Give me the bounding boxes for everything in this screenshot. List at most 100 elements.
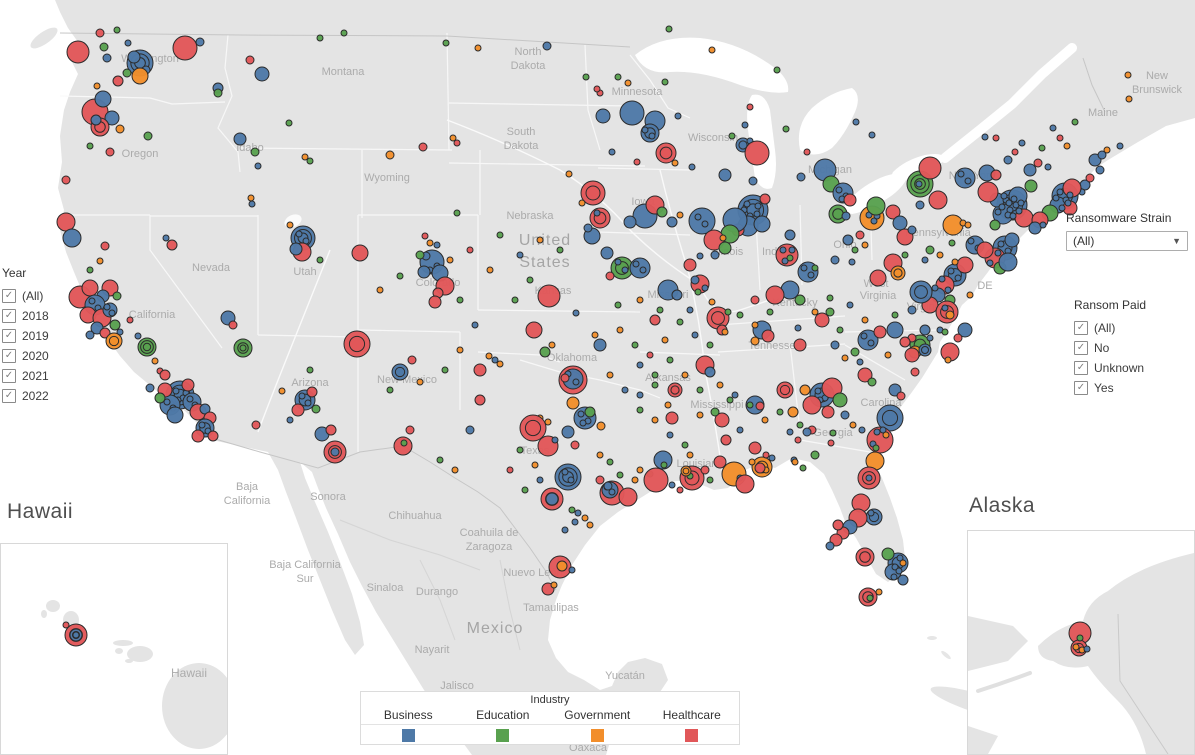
map-point[interactable] — [127, 50, 141, 64]
map-point[interactable] — [868, 131, 876, 139]
map-point[interactable] — [624, 79, 632, 87]
map-point[interactable] — [1005, 199, 1013, 207]
map-point[interactable] — [646, 351, 654, 359]
map-point[interactable] — [285, 119, 293, 127]
map-point[interactable] — [582, 73, 590, 81]
map-point[interactable] — [802, 427, 812, 437]
map-point[interactable] — [873, 428, 881, 436]
map-point[interactable] — [872, 444, 880, 452]
map-point[interactable] — [105, 147, 115, 157]
map-point[interactable] — [688, 207, 716, 235]
map-point[interactable] — [956, 256, 974, 274]
map-point[interactable] — [1039, 221, 1047, 229]
map-point[interactable] — [474, 394, 486, 406]
map-point[interactable] — [134, 332, 142, 340]
map-point[interactable] — [568, 506, 576, 514]
map-point[interactable] — [636, 391, 644, 399]
map-point[interactable] — [583, 223, 593, 233]
map-point[interactable] — [619, 100, 645, 126]
map-point[interactable] — [918, 156, 942, 180]
map-point[interactable] — [714, 412, 730, 428]
map-point[interactable] — [849, 421, 857, 429]
map-point[interactable] — [473, 363, 487, 377]
map-point[interactable] — [103, 303, 111, 311]
map-point[interactable] — [496, 231, 504, 239]
map-point[interactable] — [181, 378, 195, 392]
map-point[interactable] — [126, 316, 134, 324]
map-point[interactable] — [893, 268, 903, 278]
map-point[interactable] — [802, 395, 822, 415]
map-point[interactable] — [731, 391, 739, 399]
map-point[interactable] — [666, 431, 674, 439]
map-point[interactable] — [1024, 179, 1038, 193]
map-point[interactable] — [915, 180, 923, 188]
map-point[interactable] — [726, 396, 734, 404]
map-point[interactable] — [112, 291, 122, 301]
map-point[interactable] — [762, 451, 770, 459]
map-point[interactable] — [565, 170, 573, 178]
map-point[interactable] — [301, 153, 309, 161]
map-point[interactable] — [791, 458, 799, 466]
hawaii-points-group[interactable] — [62, 621, 88, 647]
map-point[interactable] — [1095, 165, 1105, 175]
map-point[interactable] — [1049, 124, 1057, 132]
map-point[interactable] — [914, 285, 928, 299]
map-point[interactable] — [416, 378, 424, 386]
map-point[interactable] — [286, 221, 294, 229]
map-point[interactable] — [572, 378, 580, 386]
map-point[interactable] — [660, 461, 668, 469]
map-point[interactable] — [86, 142, 94, 150]
hawaii-map[interactable]: Hawaii — [1, 544, 227, 754]
checkbox-checked[interactable]: ✓ — [2, 289, 16, 303]
map-point[interactable] — [539, 346, 551, 358]
map-point[interactable] — [954, 167, 976, 189]
map-point[interactable] — [807, 271, 815, 279]
map-point[interactable] — [1058, 204, 1066, 212]
map-point[interactable] — [616, 471, 624, 479]
map-point[interactable] — [195, 37, 205, 47]
map-point[interactable] — [941, 328, 949, 336]
map-point[interactable] — [661, 78, 669, 86]
map-point[interactable] — [1085, 173, 1095, 183]
map-point[interactable] — [668, 481, 676, 489]
map-point[interactable] — [581, 514, 589, 522]
map-point[interactable] — [291, 403, 305, 417]
map-point[interactable] — [879, 426, 887, 434]
map-point[interactable] — [159, 369, 171, 381]
map-point[interactable] — [990, 169, 1002, 181]
map-point[interactable] — [442, 39, 450, 47]
map-point[interactable] — [95, 28, 105, 38]
map-point[interactable] — [957, 170, 965, 178]
map-point[interactable] — [453, 209, 461, 217]
map-point[interactable] — [154, 392, 166, 404]
map-point[interactable] — [90, 114, 102, 126]
map-point[interactable] — [112, 75, 124, 87]
map-point[interactable] — [896, 554, 904, 562]
map-point[interactable] — [708, 298, 716, 306]
map-point[interactable] — [166, 239, 178, 251]
map-point[interactable] — [330, 447, 340, 457]
map-point[interactable] — [941, 304, 949, 312]
map-point[interactable] — [957, 322, 973, 338]
map-point[interactable] — [245, 55, 255, 65]
map-point[interactable] — [851, 246, 859, 254]
map-point[interactable] — [636, 361, 644, 369]
map-point[interactable] — [1004, 232, 1020, 248]
map-point[interactable] — [1044, 163, 1052, 171]
map-point[interactable] — [836, 326, 844, 334]
map-point[interactable] — [1052, 194, 1060, 202]
map-point[interactable] — [396, 272, 404, 280]
map-point[interactable] — [614, 301, 622, 309]
map-point[interactable] — [840, 410, 850, 420]
filter-option-2020[interactable]: ✓ 2020 — [2, 346, 49, 366]
map-point[interactable] — [704, 366, 716, 378]
map-point[interactable] — [86, 266, 94, 274]
filter-option-yes[interactable]: ✓ Yes — [1074, 378, 1146, 398]
map-point[interactable] — [986, 259, 994, 267]
map-point[interactable] — [776, 408, 784, 416]
map-point[interactable] — [768, 454, 776, 462]
map-point[interactable] — [832, 208, 844, 220]
map-point[interactable] — [736, 311, 744, 319]
map-point[interactable] — [881, 547, 895, 561]
map-point[interactable] — [859, 551, 871, 563]
